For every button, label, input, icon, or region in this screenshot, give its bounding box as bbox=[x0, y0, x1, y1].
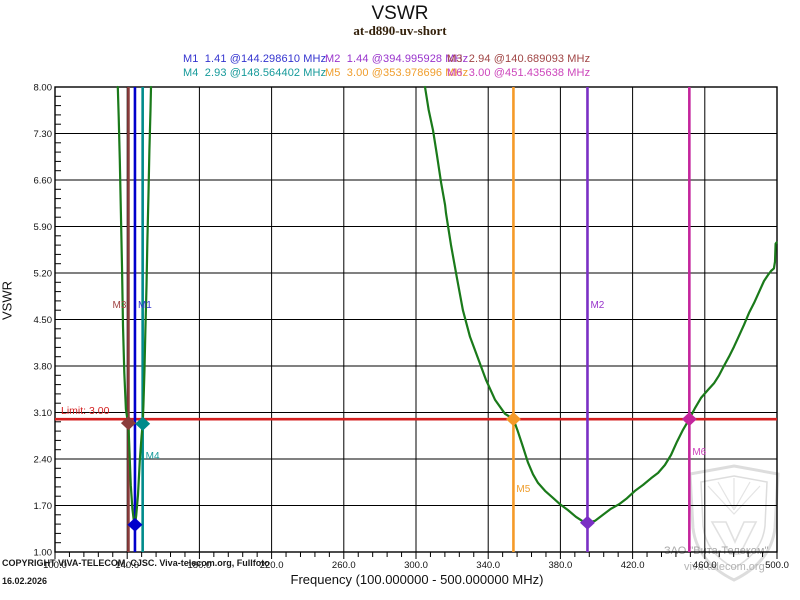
marker-diamond-m1 bbox=[127, 517, 143, 532]
y-tick-label: 4.50 bbox=[34, 315, 53, 326]
marker-label-m5: M5 bbox=[516, 484, 530, 495]
legend-entry-m1: M1 1.41 @144.298610 MHz bbox=[183, 53, 327, 65]
x-tick-label: 300.0 bbox=[404, 560, 428, 571]
y-tick-label: 5.90 bbox=[34, 222, 53, 233]
x-tick-label: 100.0 bbox=[43, 560, 67, 571]
marker-points: M1 M2 M3 M4 M5 M6 bbox=[113, 300, 707, 532]
legend-entry-m3: M3 2.94 @140.689093 MHz bbox=[447, 53, 591, 65]
x-tick-label: 220.0 bbox=[260, 560, 284, 571]
legend-entry-m6: M6 3.00 @451.435638 MHz bbox=[447, 67, 591, 79]
trace-segment bbox=[423, 85, 778, 524]
marker-lines bbox=[127, 87, 691, 552]
y-tick-label: 5.20 bbox=[34, 269, 53, 280]
watermark-shield-logo bbox=[688, 464, 780, 582]
watermark-site: viva-telecom.org bbox=[684, 561, 765, 573]
y-tick-label: 6.60 bbox=[34, 176, 53, 187]
chart-subtitle: at-d890-uv-short bbox=[353, 23, 447, 38]
marker-diamond-m2 bbox=[579, 515, 595, 530]
axis-ticks bbox=[54, 95, 778, 559]
marker-label-m3: M3 bbox=[113, 300, 127, 311]
marker-label-m1: M1 bbox=[138, 300, 152, 311]
x-tick-label: 340.0 bbox=[476, 560, 500, 571]
x-tick-label: 420.0 bbox=[621, 560, 645, 571]
x-axis-label: Frequency (100.000000 - 500.000000 MHz) bbox=[290, 572, 544, 587]
x-tick-label: 260.0 bbox=[332, 560, 356, 571]
x-tick-label: 180.0 bbox=[188, 560, 212, 571]
y-tick-label: 3.80 bbox=[34, 362, 53, 373]
x-tick-label: 500.0 bbox=[765, 560, 789, 571]
limit-label: Limit: 3.00 bbox=[61, 405, 110, 417]
marker-diamond-m4 bbox=[135, 416, 151, 431]
y-tick-label: 7.30 bbox=[34, 129, 53, 140]
legend-entry-m4: M4 2.93 @148.564402 MHz bbox=[183, 67, 327, 79]
marker-diamond-m5 bbox=[505, 412, 521, 427]
y-tick-label: 1.00 bbox=[34, 548, 53, 559]
grid-lines bbox=[54, 86, 778, 553]
marker-diamond-m3 bbox=[120, 416, 136, 431]
legend-entry-m2: M2 1.44 @394.995928 MHz bbox=[325, 53, 469, 65]
copyright-date: 16.02.2026 bbox=[2, 576, 48, 586]
y-tick-label: 1.70 bbox=[34, 501, 53, 512]
marker-diamond-m6 bbox=[681, 412, 697, 427]
tick-labels: 100.0 140.0 180.0 220.0 260.0 300.0 340.0 380.0… bbox=[34, 83, 789, 572]
limit-line: Limit: 3.00 bbox=[55, 405, 777, 421]
x-tick-label: 140.0 bbox=[115, 560, 139, 571]
y-tick-label: 8.00 bbox=[34, 83, 53, 94]
chart-title: VSWR bbox=[371, 3, 429, 24]
marker-label-m2: M2 bbox=[590, 300, 604, 311]
marker-label-m4: M4 bbox=[146, 451, 160, 462]
legend-entry-m5: M5 3.00 @353.978696 MHz bbox=[325, 67, 469, 79]
x-tick-label: 380.0 bbox=[549, 560, 573, 571]
y-tick-label: 2.40 bbox=[34, 455, 53, 466]
y-tick-label: 3.10 bbox=[34, 408, 53, 419]
marker-label-m6: M6 bbox=[692, 447, 706, 458]
x-tick-label: 460.0 bbox=[693, 560, 717, 571]
copyright-line: COPYRIGHT VIVA-TELECOM, CJSC. Viva-telec… bbox=[2, 558, 270, 568]
